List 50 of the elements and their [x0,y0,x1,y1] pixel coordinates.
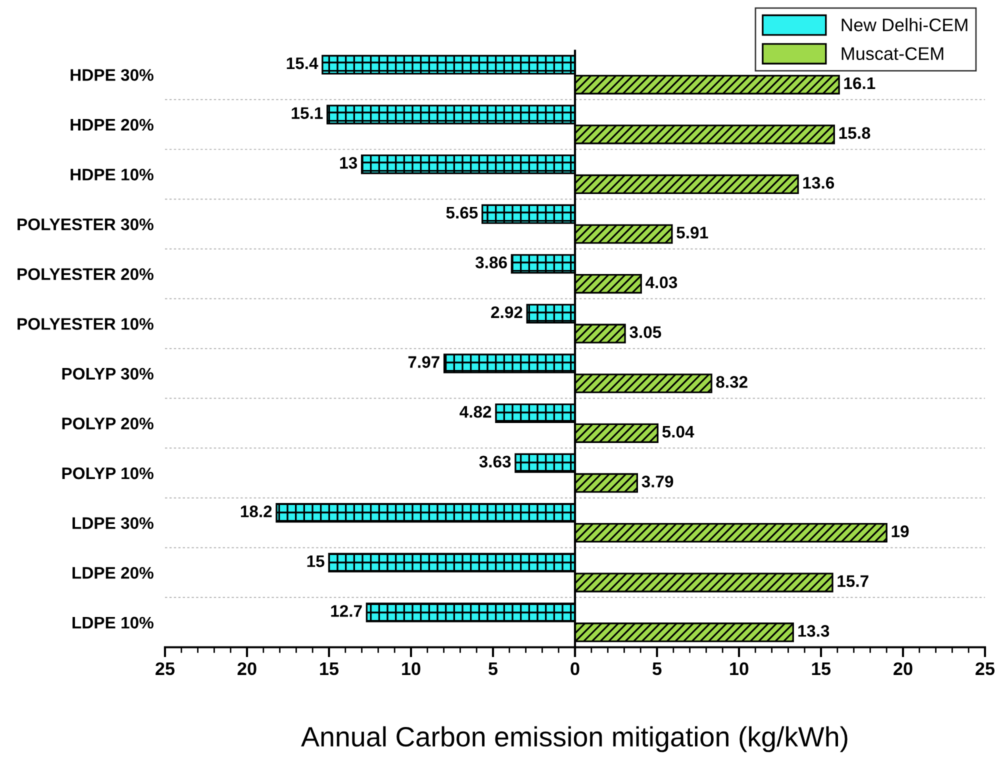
y-tick-label: POLYP 20% [62,418,154,430]
data-label: 15.7 [838,575,868,588]
y-tick-label: LDPE 20% [72,566,154,579]
x-axis-title: Annual Carbon emission mitigation (kg/kWh) [301,726,848,752]
x-tick-label: 25 [156,662,175,676]
data-label: 4.82 [460,406,492,418]
data-label: 5.91 [676,226,708,238]
data-label: 15 [307,555,324,568]
data-label: 18.2 [240,506,272,518]
data-label: 3.79 [642,476,674,488]
data-label: 13.6 [803,176,834,189]
y-tick-label: POLYESTER 30% [18,218,154,230]
data-label: 3.63 [479,456,511,468]
data-label: 13 [340,156,358,169]
data-label: 7.97 [408,356,440,368]
x-tick-label: 20 [894,662,912,676]
x-tick-label: 20 [238,662,256,676]
legend-label: New Delhi-CEM [842,18,968,32]
data-label: 16.1 [844,77,876,90]
data-label: 4.03 [646,276,678,288]
x-tick-label: 5 [488,662,498,676]
x-tick-label: 25 [976,662,995,676]
data-label: 5.65 [446,206,478,219]
y-tick-label: POLYP 30% [62,368,154,380]
data-label: 3.05 [630,326,662,338]
y-tick-label: POLYESTER 20% [18,268,154,280]
x-tick-label: 10 [402,662,420,676]
data-label: 15.8 [839,127,870,139]
y-tick-label: POLYP 10% [62,467,154,480]
x-tick-label: 5 [652,662,662,676]
data-label: 15.1 [292,107,323,119]
y-tick-label: HDPE 30% [70,69,154,81]
y-tick-label: POLYESTER 10% [18,318,154,330]
legend-label: Muscat-CEM [842,47,944,60]
x-tick-label: 15 [812,662,831,676]
data-label: 3.86 [475,256,507,268]
x-tick-label: 15 [320,662,339,676]
y-tick-label: LDPE 10% [72,616,154,629]
data-label: 19 [892,525,909,538]
x-tick-label: 10 [730,662,748,676]
data-label: 12.7 [331,605,362,617]
data-label: 8.32 [716,376,748,388]
data-label: 2.92 [491,306,522,318]
data-label: 15.4 [286,58,318,70]
data-label: 5.04 [662,426,694,438]
y-tick-label: HDPE 20% [70,118,154,131]
data-label: 13.3 [798,625,830,637]
x-tick-label: 0 [570,662,580,676]
y-tick-label: LDPE 30% [72,517,154,530]
y-tick-label: HDPE 10% [70,168,154,180]
